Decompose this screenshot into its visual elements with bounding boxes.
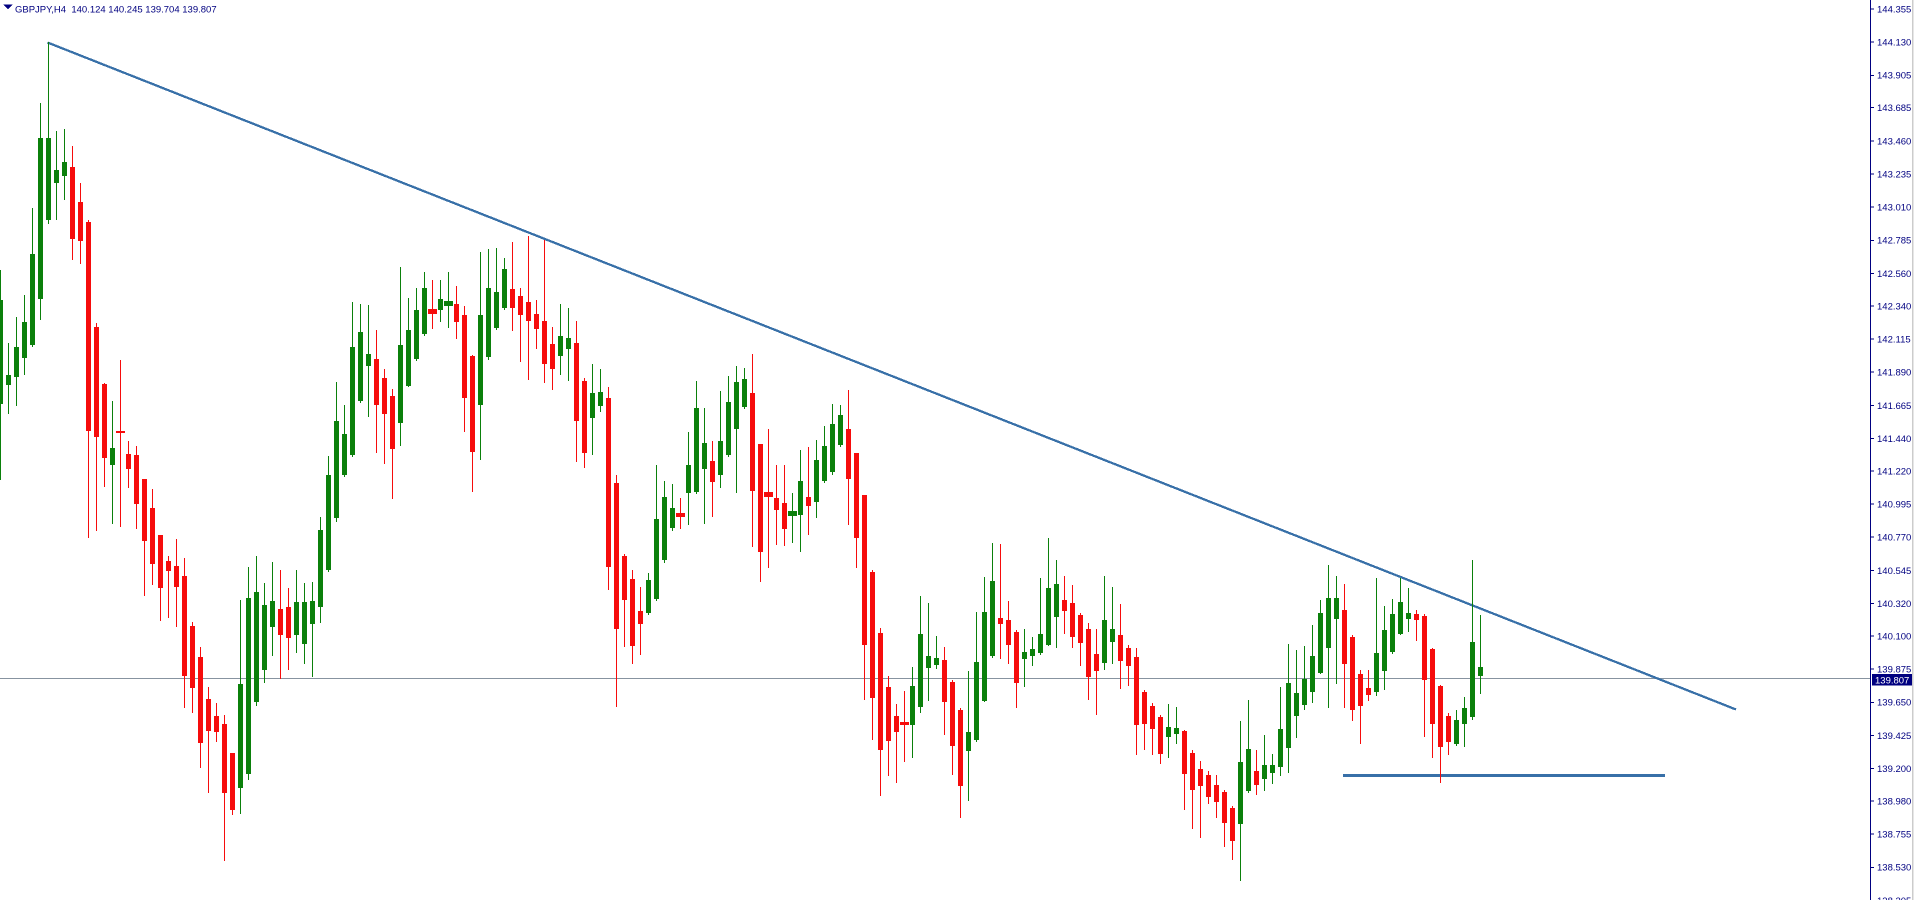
svg-text:143.685: 143.685: [1877, 103, 1911, 114]
svg-text:139.875: 139.875: [1877, 665, 1911, 676]
svg-text:141.440: 141.440: [1877, 434, 1911, 445]
svg-text:142.340: 142.340: [1877, 301, 1911, 312]
svg-text:GBPJPY,H4 140.124 140.245 139: GBPJPY,H4 140.124 140.245 139.704 139.80…: [15, 5, 217, 16]
svg-text:140.995: 140.995: [1877, 500, 1911, 511]
svg-text:139.807: 139.807: [1875, 676, 1909, 687]
svg-text:138.755: 138.755: [1877, 830, 1911, 841]
svg-text:142.115: 142.115: [1877, 335, 1911, 346]
svg-text:140.100: 140.100: [1877, 631, 1911, 642]
svg-text:143.235: 143.235: [1877, 169, 1911, 180]
svg-text:139.425: 139.425: [1877, 731, 1911, 742]
svg-text:140.320: 140.320: [1877, 599, 1911, 610]
svg-text:138.980: 138.980: [1877, 796, 1911, 807]
svg-text:143.460: 143.460: [1877, 136, 1911, 147]
svg-text:143.905: 143.905: [1877, 71, 1911, 82]
svg-text:138.305: 138.305: [1877, 896, 1911, 900]
svg-text:139.650: 139.650: [1877, 698, 1911, 709]
svg-text:139.200: 139.200: [1877, 764, 1911, 775]
svg-text:142.560: 142.560: [1877, 269, 1911, 280]
svg-text:141.220: 141.220: [1877, 466, 1911, 477]
svg-text:141.665: 141.665: [1877, 401, 1911, 412]
svg-text:140.545: 140.545: [1877, 566, 1911, 577]
svg-text:144.130: 144.130: [1877, 38, 1911, 49]
svg-text:140.770: 140.770: [1877, 533, 1911, 544]
svg-text:142.785: 142.785: [1877, 236, 1911, 247]
svg-text:141.890: 141.890: [1877, 368, 1911, 379]
svg-text:144.355: 144.355: [1877, 4, 1911, 15]
svg-text:138.530: 138.530: [1877, 863, 1911, 874]
svg-text:143.010: 143.010: [1877, 203, 1911, 214]
